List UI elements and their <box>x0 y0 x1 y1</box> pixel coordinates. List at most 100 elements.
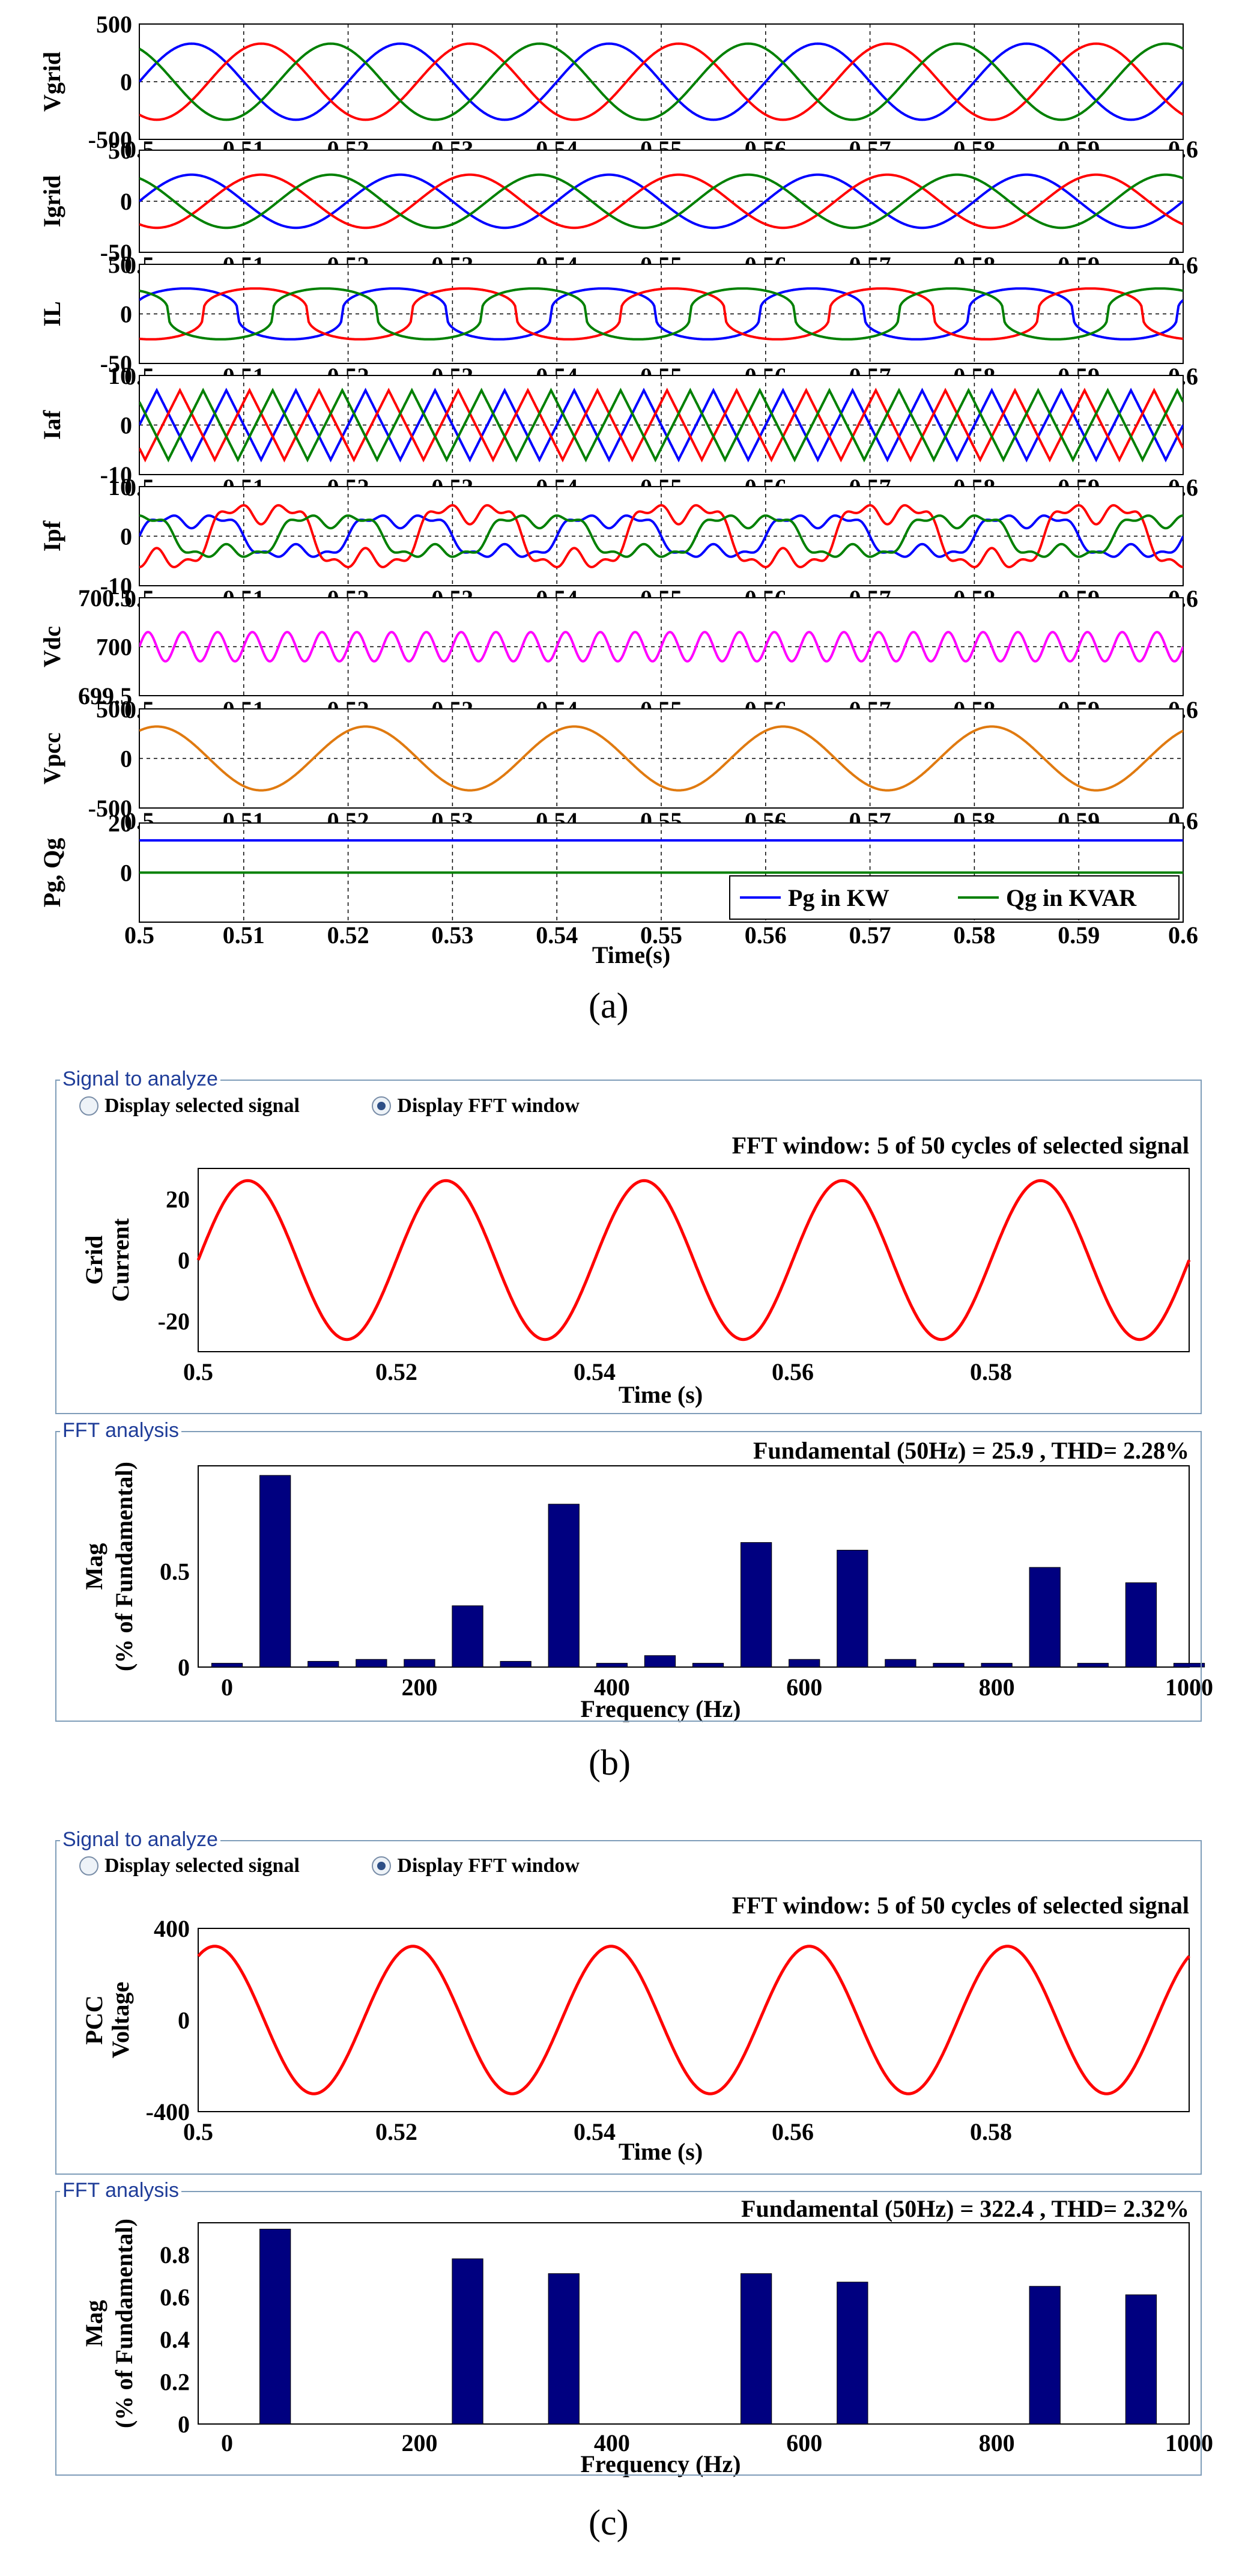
series-line-ipf-2 <box>139 504 1183 568</box>
subplot-pcc_voltage_fft: Fundamental (50Hz) = 322.4 , THD= 2.32% 0… <box>80 2195 1213 2477</box>
panel-label-b: (b) <box>589 1743 631 1782</box>
series-line-vgrid-2 <box>139 42 1183 121</box>
x-tick-label: 0.52 <box>375 1358 417 1385</box>
x-tick-label: 0.52 <box>375 2118 417 2145</box>
fft-window-title: FFT window: 5 of 50 cycles of selected s… <box>732 1892 1189 1919</box>
y-tick-label: -10 <box>100 461 132 488</box>
axes-box <box>198 1465 1190 1668</box>
x-tick-label: 0.54 <box>574 1358 616 1385</box>
series-line-igrid-2 <box>139 173 1183 229</box>
x-tick-label: 1000 <box>1165 1674 1213 1701</box>
y-tick-label: 0.4 <box>160 2326 190 2353</box>
series-group <box>139 725 1183 792</box>
x-tick-label: 0.58 <box>970 1358 1012 1385</box>
fft-bar <box>1173 1663 1205 1668</box>
x-tick-label: 0.5 <box>183 1358 213 1385</box>
fft-bar <box>885 1659 916 1668</box>
y-tick-label: 400 <box>154 1915 190 1942</box>
x-tick-label: 0.51 <box>223 922 265 949</box>
radio-icon[interactable] <box>79 1856 98 1876</box>
y-axis-label: Vpcc <box>38 732 65 785</box>
y-tick-label: -400 <box>146 2098 190 2125</box>
x-tick-label: 0.5 <box>124 922 154 949</box>
x-tick-label: 0.58 <box>970 2118 1012 2145</box>
x-tick-label: 0.55 <box>640 922 682 949</box>
subplot-grid_current_fft: Fundamental (50Hz) = 25.9 , THD= 2.28% 0.… <box>80 1437 1213 1722</box>
fft-analysis-box-b <box>55 1431 1202 1722</box>
fft-result-title: Fundamental (50Hz) = 25.9 , THD= 2.28% <box>753 1437 1189 1464</box>
radio-display-selected-signal-b[interactable]: Display selected signal <box>79 1093 304 1117</box>
fft-bar <box>500 1660 532 1668</box>
legend-pq: Pg in KW Qg in KVAR <box>729 875 1180 920</box>
fft-bar <box>740 2273 772 2425</box>
fft-bar <box>259 2229 291 2425</box>
series-group <box>139 839 1183 874</box>
subplot-igrid: 500-500.50.510.520.530.540.550.560.570.5… <box>38 137 1198 279</box>
y-tick-label: 0.6 <box>160 2283 190 2310</box>
x-axis-label: Time (s) <box>619 2138 703 2165</box>
x-tick-label: 0.58 <box>953 922 995 949</box>
y-tick-label: 50 <box>108 251 132 278</box>
fft-bar <box>644 1655 676 1668</box>
y-tick-label: -50 <box>100 239 132 266</box>
series-line-pcc_voltage_window <box>197 1945 1190 2095</box>
y-tick-label: 10 <box>108 362 132 389</box>
fft-window-title: FFT window: 5 of 50 cycles of selected s… <box>732 1132 1189 1159</box>
y-axis-label: Pg, Qg <box>38 838 65 908</box>
y-axis-label: Igrid <box>38 175 65 228</box>
y-tick-label: 500 <box>96 696 132 723</box>
y-tick-label: 0 <box>120 746 132 773</box>
series-line-iaf-3 <box>139 387 1183 463</box>
legend-label-pg: Pg in KW <box>788 884 889 911</box>
fft-bar <box>1125 1582 1157 1668</box>
subplot-grid_current_window: FFT window: 5 of 50 cycles of selected s… <box>80 1132 1191 1408</box>
fft-bar <box>789 1659 820 1668</box>
legend-label-qg: Qg in KVAR <box>1006 884 1137 911</box>
series-group <box>139 504 1183 568</box>
y-tick-label: -500 <box>88 126 132 153</box>
axes-box <box>198 2222 1190 2425</box>
x-tick-label: 0.57 <box>849 922 891 949</box>
y-tick-label: -500 <box>88 795 132 822</box>
fft-bar <box>837 2282 868 2425</box>
y-tick-label: 500 <box>96 11 132 38</box>
x-tick-label: 0.59 <box>1058 922 1100 949</box>
radio-display-selected-signal-c[interactable]: Display selected signal <box>79 1853 304 1877</box>
x-tick-label: 400 <box>594 2429 630 2456</box>
fft-bar <box>548 1504 580 1668</box>
y-tick-label: 50 <box>108 137 132 164</box>
radio-display-fft-window-b[interactable]: Display FFT window <box>372 1093 580 1117</box>
y-tick-label: 699.5 <box>78 682 132 709</box>
fft-bar <box>1029 2286 1061 2425</box>
y-tick-label: 700 <box>96 634 132 661</box>
y-tick-label: -20 <box>158 1308 190 1335</box>
y-tick-label: 10 <box>108 473 132 500</box>
x-tick-label: 600 <box>786 1674 822 1701</box>
signal-to-analyze-box-b <box>55 1080 1202 1414</box>
y-tick-label: 0 <box>178 2411 190 2438</box>
fft-bar <box>837 1549 868 1668</box>
x-tick-label: 0 <box>221 2429 233 2456</box>
panel-label-c: (c) <box>589 2503 629 2542</box>
y-tick-label: 0 <box>120 301 132 328</box>
radio-checked-icon[interactable] <box>372 1096 392 1116</box>
radio-icon[interactable] <box>79 1096 98 1116</box>
radio-display-fft-window-c[interactable]: Display FFT window <box>372 1853 580 1877</box>
fft-bar <box>356 1659 387 1668</box>
radio-row-c: Display selected signal Display FFT wind… <box>79 1853 580 1877</box>
fft-analysis-title-b: FFT analysis <box>60 1420 181 1441</box>
x-tick-label: 0.54 <box>574 2118 616 2145</box>
y-tick-label: -50 <box>100 350 132 377</box>
x-tick-label: 0.56 <box>745 922 787 949</box>
subplot-vdc: 700.5700699.50.50.510.520.530.540.550.56… <box>38 585 1198 723</box>
series-line-grid_current_window <box>196 1179 1191 1341</box>
fft-bar <box>1125 2294 1157 2425</box>
radio-checked-icon[interactable] <box>372 1856 392 1876</box>
y-axis-label: Ipf <box>38 520 65 551</box>
fft-bar <box>596 1663 628 1668</box>
y-axis-label-line: Current <box>107 1218 134 1302</box>
series-line-il-2 <box>139 287 1183 341</box>
y-axis-label-line: (% of Fundamental) <box>111 2219 138 2428</box>
